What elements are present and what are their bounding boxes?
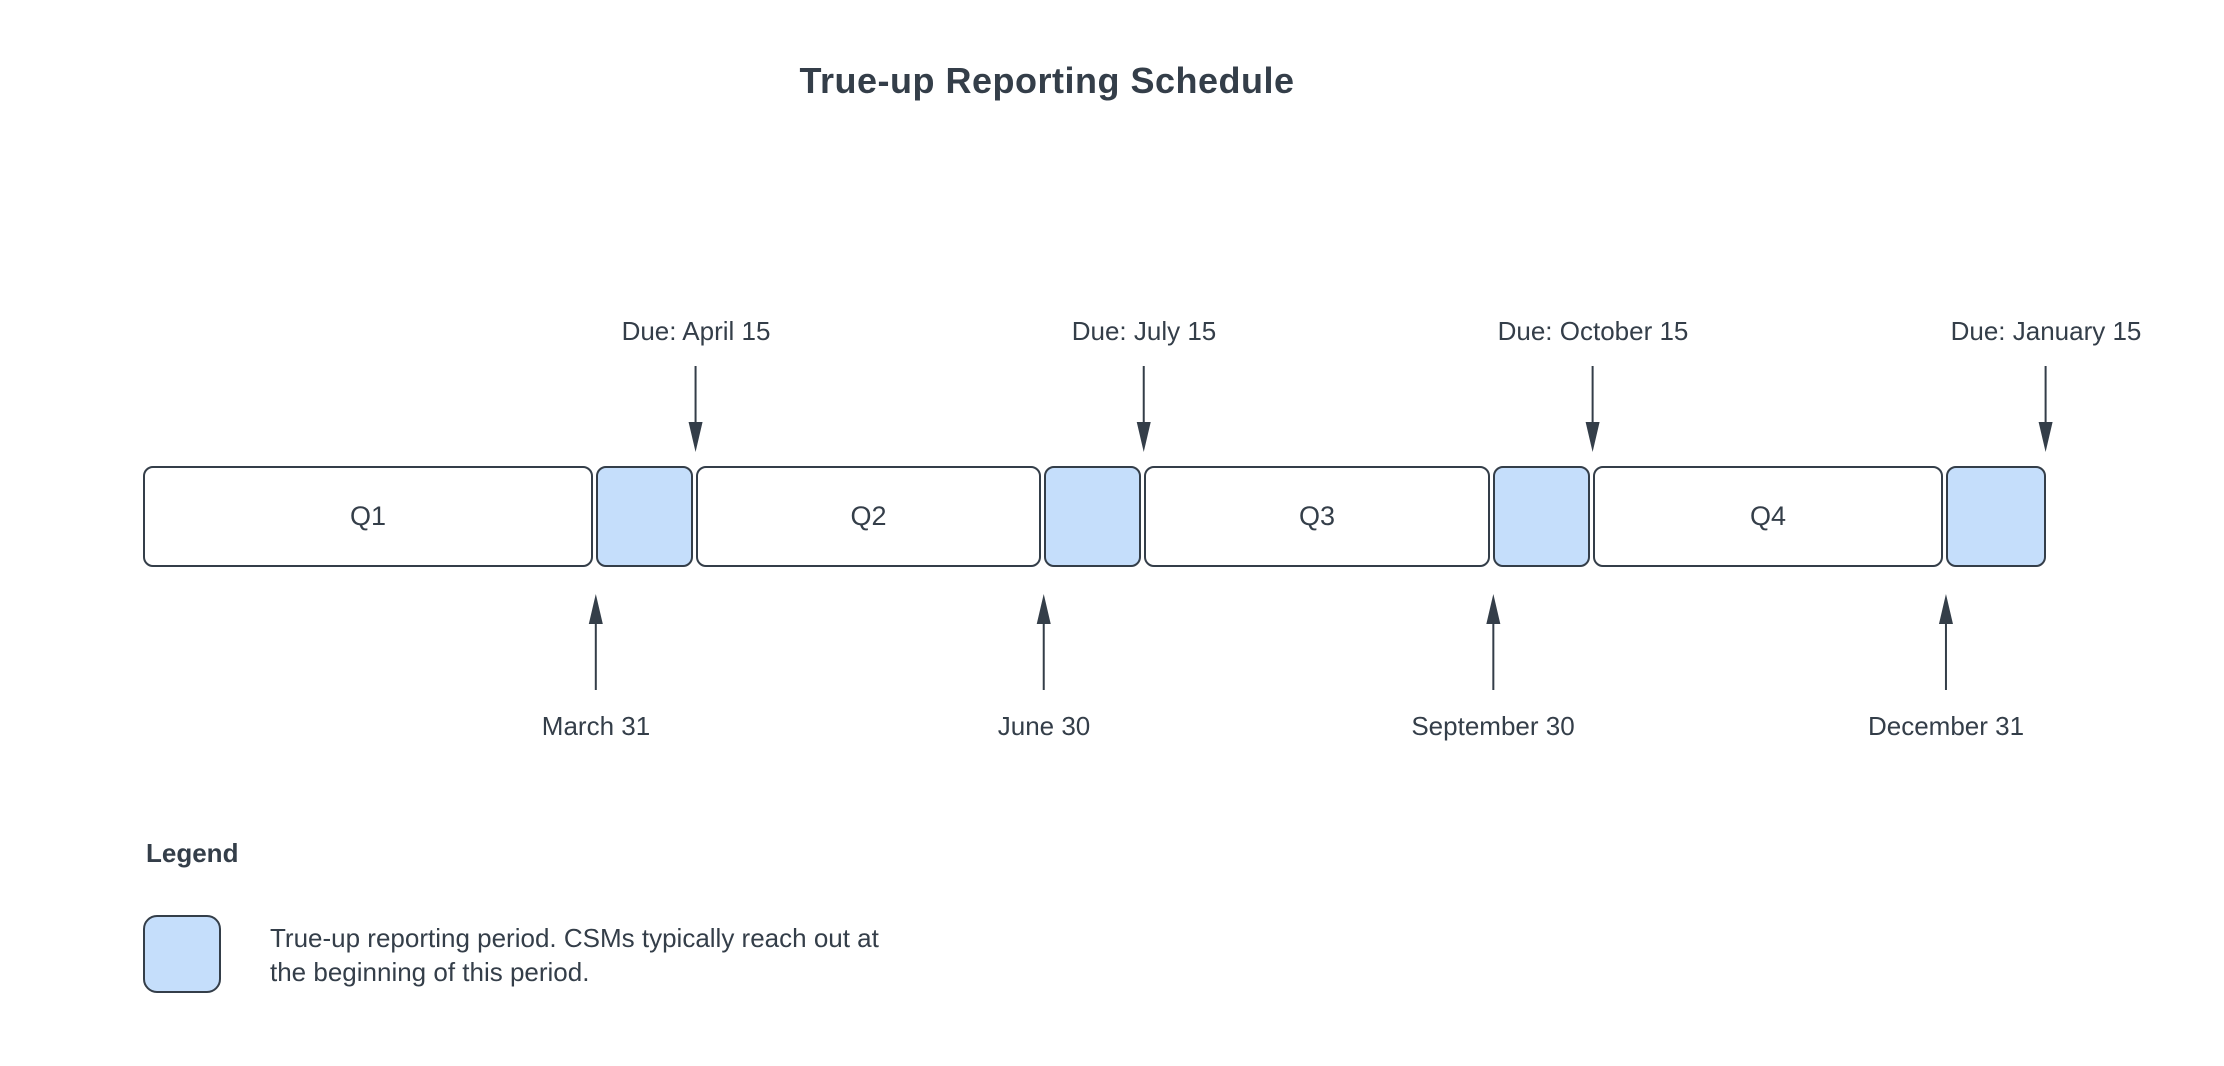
due-date-label: Due: January 15 bbox=[1950, 316, 2142, 346]
quarter-label: Q4 bbox=[1749, 501, 1787, 531]
quarter-box-q2: Q2 bbox=[696, 466, 1041, 567]
up-arrow-icon bbox=[1938, 594, 1953, 690]
quarter-end-label: September 30 bbox=[1411, 711, 1575, 741]
due-date-marker: Due: April 15 bbox=[621, 315, 771, 454]
legend-swatch bbox=[143, 915, 221, 993]
true-up-period-box bbox=[1493, 466, 1590, 567]
legend-description: True-up reporting period. CSMs typically… bbox=[270, 921, 879, 989]
down-arrow-icon bbox=[1586, 366, 1600, 452]
quarter-label: Q3 bbox=[1298, 501, 1336, 531]
legend-heading: Legend bbox=[146, 838, 239, 868]
true-up-period-box bbox=[1946, 466, 2046, 567]
quarter-end-marker: December 31 bbox=[1868, 592, 2024, 742]
due-date-marker: Due: January 15 bbox=[1950, 315, 2142, 454]
quarter-box-q3: Q3 bbox=[1144, 466, 1490, 567]
legend-description-line: True-up reporting period. CSMs typically… bbox=[270, 923, 879, 953]
due-date-marker: Due: July 15 bbox=[1071, 315, 1217, 454]
up-arrow-icon bbox=[1037, 594, 1051, 690]
quarter-end-marker: June 30 bbox=[997, 592, 1091, 742]
down-arrow-icon bbox=[689, 366, 703, 452]
legend-description-line: the beginning of this period. bbox=[270, 957, 590, 987]
true-up-period-box bbox=[1044, 466, 1141, 567]
quarter-end-label: March 31 bbox=[541, 711, 651, 741]
quarter-box-q1: Q1 bbox=[143, 466, 593, 567]
quarter-end-label: June 30 bbox=[997, 711, 1091, 741]
quarter-end-marker: March 31 bbox=[542, 592, 650, 742]
diagram-title: True-up Reporting Schedule bbox=[799, 60, 1295, 101]
true-up-period-box bbox=[596, 466, 693, 567]
down-arrow-icon bbox=[2038, 366, 2053, 452]
due-date-label: Due: April 15 bbox=[621, 316, 771, 346]
due-date-label: Due: July 15 bbox=[1071, 316, 1217, 346]
quarter-end-marker: September 30 bbox=[1411, 592, 1575, 742]
due-date-label: Due: October 15 bbox=[1497, 316, 1689, 346]
up-arrow-icon bbox=[1485, 594, 1500, 690]
up-arrow-icon bbox=[588, 594, 603, 690]
due-date-marker: Due: October 15 bbox=[1497, 315, 1689, 454]
quarter-box-q4: Q4 bbox=[1593, 466, 1943, 567]
down-arrow-icon bbox=[1137, 366, 1151, 452]
quarter-label: Q1 bbox=[349, 501, 387, 531]
quarter-end-label: December 31 bbox=[1867, 711, 2025, 741]
quarter-label: Q2 bbox=[850, 501, 887, 531]
